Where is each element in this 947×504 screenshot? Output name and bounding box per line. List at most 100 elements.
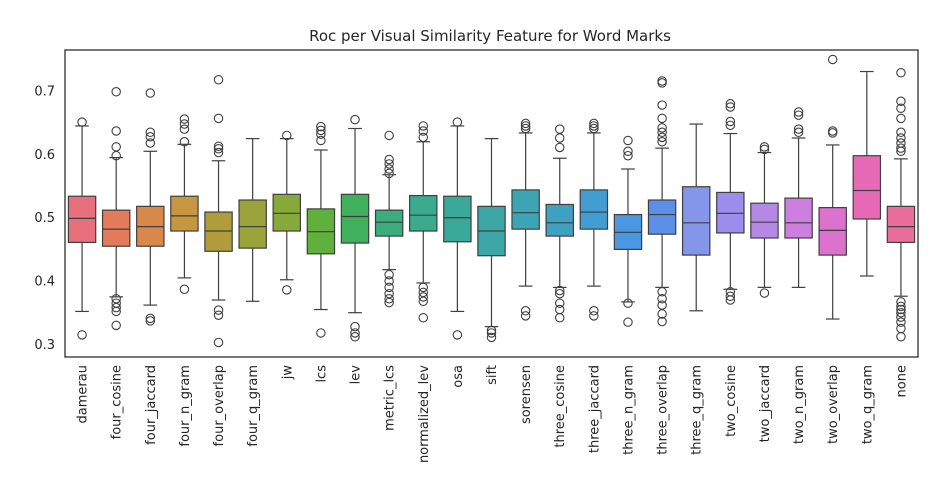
outlier-point bbox=[384, 154, 394, 165]
outlier-point bbox=[793, 127, 804, 138]
outlier-point bbox=[350, 114, 360, 125]
outlier-point bbox=[486, 328, 497, 338]
outlier-point bbox=[554, 124, 565, 134]
outlier-point bbox=[145, 313, 156, 324]
outlier-point bbox=[896, 143, 906, 153]
box bbox=[579, 189, 609, 230]
outlier-point bbox=[111, 150, 121, 161]
outlier-point bbox=[793, 124, 804, 134]
outlier-point bbox=[759, 288, 770, 298]
box bbox=[204, 211, 233, 252]
outlier-point bbox=[418, 296, 429, 307]
box-group-metric_lcs bbox=[374, 130, 404, 308]
outlier-point bbox=[418, 126, 429, 136]
x-tick-label: three_cosine bbox=[553, 365, 568, 448]
outlier-point bbox=[350, 321, 360, 332]
outlier-point bbox=[657, 300, 667, 310]
x-tick-label: damerau bbox=[76, 365, 91, 423]
box-group-sorensen bbox=[511, 118, 540, 321]
box-group-four_n_gram bbox=[170, 114, 199, 295]
box bbox=[443, 195, 472, 243]
outlier-point bbox=[896, 301, 906, 312]
outlier-point bbox=[589, 121, 599, 131]
outlier-point bbox=[827, 126, 838, 136]
x-tick-label: none bbox=[894, 365, 909, 397]
outlier-point bbox=[896, 127, 906, 138]
box bbox=[886, 205, 916, 244]
box bbox=[511, 189, 540, 230]
outlier-point bbox=[896, 103, 906, 113]
outlier-point bbox=[316, 121, 326, 132]
box bbox=[238, 199, 267, 249]
outlier-point bbox=[213, 113, 224, 124]
box-group-four_jaccard bbox=[136, 88, 165, 326]
outlier-point bbox=[145, 88, 156, 98]
outlier-point bbox=[759, 144, 770, 155]
chart-title: Roc per Visual Similarity Feature for Wo… bbox=[309, 27, 671, 45]
box bbox=[852, 155, 882, 220]
x-tick-label: two_q_gram bbox=[860, 365, 875, 444]
outlier-point bbox=[623, 146, 633, 157]
outlier-point bbox=[384, 159, 394, 169]
x-tick-label: jw bbox=[280, 365, 295, 381]
outlier-point bbox=[657, 309, 667, 319]
outlier-point bbox=[657, 132, 667, 143]
outlier-point bbox=[554, 313, 565, 323]
outlier-point bbox=[896, 331, 906, 342]
x-axis: damerau four_cosine four_jaccard four_n_gra… bbox=[76, 365, 910, 463]
outlier-point bbox=[213, 143, 224, 154]
outlier-point bbox=[520, 118, 531, 129]
box-group-four_overlap bbox=[204, 75, 233, 348]
x-tick-label: lcs bbox=[314, 365, 329, 383]
outlier-point bbox=[111, 306, 121, 317]
outlier-point bbox=[589, 118, 599, 129]
box-group-three_cosine bbox=[545, 124, 574, 323]
outlier-point bbox=[282, 285, 292, 295]
outlier-point bbox=[657, 78, 667, 88]
box bbox=[545, 203, 574, 237]
box-group-jw bbox=[272, 130, 302, 295]
outlier-point bbox=[725, 99, 736, 109]
box-group-two_overlap bbox=[818, 54, 847, 320]
outlier-point bbox=[623, 317, 633, 327]
outlier-point bbox=[452, 117, 463, 127]
outlier-point bbox=[589, 311, 599, 321]
outlier-point bbox=[623, 150, 633, 161]
box-group-three_jaccard bbox=[579, 118, 609, 321]
outlier-point bbox=[418, 132, 429, 143]
outlier-point bbox=[213, 305, 224, 315]
outlier-point bbox=[384, 294, 394, 304]
box-group-four_q_gram bbox=[238, 138, 267, 302]
box bbox=[647, 199, 677, 235]
outlier-point bbox=[657, 127, 667, 138]
outlier-point bbox=[520, 123, 531, 134]
box bbox=[272, 193, 302, 232]
outlier-point bbox=[316, 125, 326, 136]
outlier-point bbox=[657, 287, 667, 297]
outlier-point bbox=[725, 102, 736, 112]
y-tick-label: 0.7 bbox=[34, 85, 55, 100]
boxes-layer bbox=[67, 54, 916, 348]
outlier-point bbox=[179, 119, 190, 129]
outlier-point bbox=[896, 297, 906, 307]
outlier-point bbox=[418, 121, 429, 131]
box bbox=[716, 191, 745, 234]
outlier-point bbox=[554, 133, 565, 143]
outlier-point bbox=[179, 137, 190, 147]
box-group-sift bbox=[477, 138, 506, 343]
outlier-point bbox=[384, 297, 394, 308]
outlier-point bbox=[213, 337, 224, 348]
outlier-point bbox=[896, 312, 906, 322]
outlier-point bbox=[111, 302, 121, 313]
y-tick-label: 0.4 bbox=[34, 275, 55, 290]
outlier-point bbox=[589, 306, 599, 316]
plot-frame bbox=[64, 49, 919, 358]
outlier-point bbox=[896, 307, 906, 318]
outlier-point bbox=[554, 298, 565, 308]
x-tick-label: two_cosine bbox=[724, 365, 739, 437]
y-axis: 0.3 0.4 0.5 0.6 0.7 bbox=[34, 85, 55, 353]
box-group-normalized_lev bbox=[409, 121, 438, 323]
outlier-point bbox=[213, 141, 224, 151]
outlier-point bbox=[827, 128, 838, 138]
